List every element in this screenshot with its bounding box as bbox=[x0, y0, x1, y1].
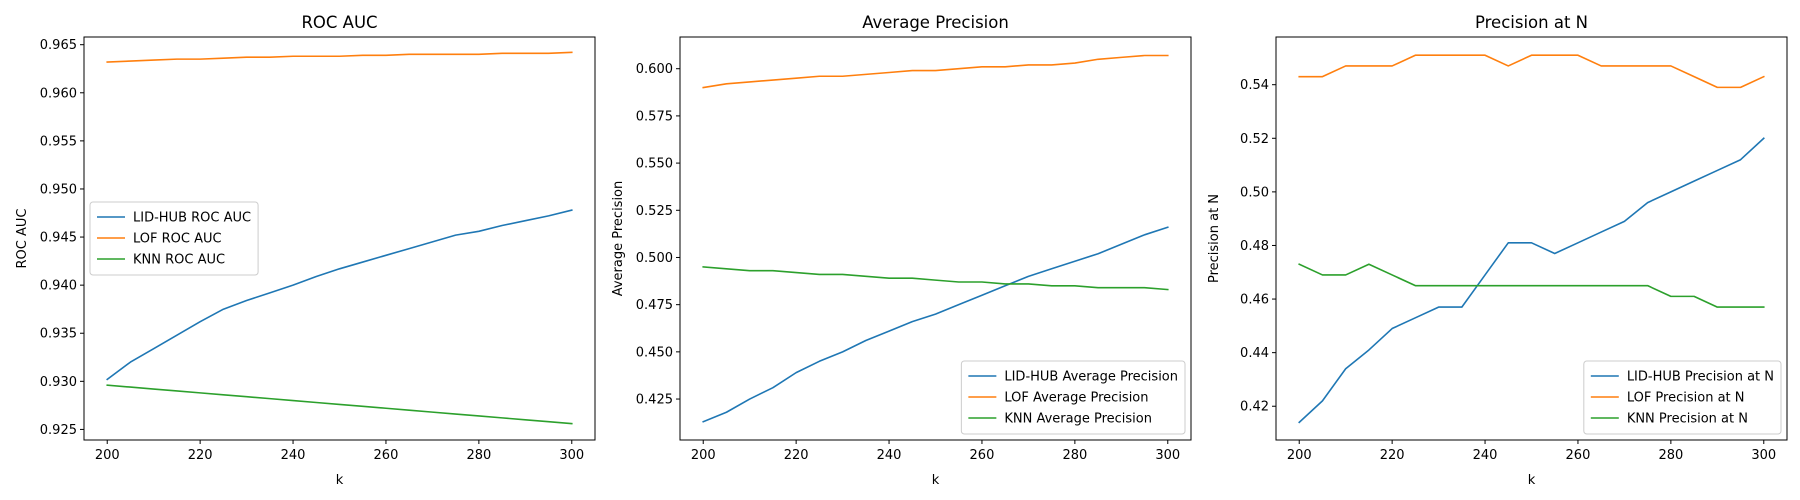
x-tick-label: 200 bbox=[691, 448, 716, 463]
roc-auc-panel: ROC AUC k ROC AUC 200 220 240 260 280 300 0.92… bbox=[15, 13, 596, 488]
legend-label: KNN Average Precision bbox=[1004, 412, 1152, 427]
x-axis-label: k bbox=[932, 473, 940, 488]
x-tick-label: 240 bbox=[1473, 448, 1498, 463]
legend-label: LID-HUB Precision at N bbox=[1627, 370, 1774, 385]
y-tick-label: 0.525 bbox=[636, 204, 673, 219]
series-line-knn-average-precision bbox=[702, 266, 1169, 291]
axes-frame bbox=[83, 36, 596, 441]
y-tick-label: 0.550 bbox=[636, 157, 673, 172]
legend-box bbox=[1583, 360, 1782, 435]
legend-label: KNN Precision at N bbox=[1627, 412, 1748, 427]
x-tick-label: 220 bbox=[784, 448, 809, 463]
y-tick-label: 0.965 bbox=[40, 38, 77, 53]
legend-label: KNN ROC AUC bbox=[133, 253, 225, 268]
legend: LID-HUB Precision at N LOF Precision at N… bbox=[1583, 360, 1782, 435]
legend-label: LOF Precision at N bbox=[1627, 391, 1745, 406]
y-tick-label: 0.54 bbox=[1240, 78, 1269, 93]
plot-area: 200 220 240 260 280 300 0.42 0.44 0.46 0.48 0.50 0.… bbox=[1240, 36, 1788, 463]
series-lines bbox=[1298, 54, 1765, 424]
y-tick-label: 0.575 bbox=[636, 109, 673, 124]
x-tick-label: 300 bbox=[1155, 448, 1180, 463]
y-axis-label: Average Precision bbox=[611, 181, 626, 297]
series-line-knn-roc-auc bbox=[106, 384, 573, 425]
y-tick-label: 0.42 bbox=[1240, 400, 1269, 415]
y-tick-label: 0.600 bbox=[636, 62, 673, 77]
series-line-lid-hub-roc-auc bbox=[106, 209, 573, 381]
y-tick-label: 0.48 bbox=[1240, 239, 1269, 254]
series-lines bbox=[106, 51, 573, 425]
x-tick-label: 220 bbox=[188, 448, 213, 463]
y-tick-label: 0.475 bbox=[636, 298, 673, 313]
legend-label: LOF Average Precision bbox=[1004, 391, 1148, 406]
x-tick-label: 300 bbox=[559, 448, 584, 463]
y-tick-label: 0.940 bbox=[40, 279, 77, 294]
y-axis-label: Precision at N bbox=[1207, 194, 1222, 283]
panel-title: Precision at N bbox=[1475, 13, 1588, 32]
legend-box bbox=[960, 360, 1186, 435]
series-line-knn-precision-at-n bbox=[1298, 263, 1765, 308]
plot-area: 200 220 240 260 280 300 0.425 0.450 0.475 0.500 0.… bbox=[636, 36, 1192, 463]
series-line-lid-hub-average-precision bbox=[702, 226, 1169, 423]
x-tick-label: 300 bbox=[1751, 448, 1776, 463]
x-tick-label: 260 bbox=[1566, 448, 1591, 463]
y-tick-label: 0.50 bbox=[1240, 185, 1269, 200]
y-tick-label: 0.935 bbox=[40, 327, 77, 342]
series-line-lid-hub-precision-at-n bbox=[1298, 137, 1765, 424]
series-line-lof-precision-at-n bbox=[1298, 54, 1765, 89]
precision-at-n-panel: Precision at N k Precision at N 200 220 24… bbox=[1207, 13, 1788, 488]
plot-area: 200 220 240 260 280 300 0.925 0.930 0.935 0.940 0.… bbox=[40, 36, 596, 463]
y-tick-label: 0.950 bbox=[40, 182, 77, 197]
y-tick-label: 0.500 bbox=[636, 251, 673, 266]
x-tick-label: 280 bbox=[466, 448, 491, 463]
y-tick-label: 0.52 bbox=[1240, 132, 1269, 147]
x-axis-label: k bbox=[336, 473, 344, 488]
legend-label: LOF ROC AUC bbox=[133, 232, 222, 247]
axes-frame bbox=[1275, 36, 1788, 441]
average-precision-panel: Average Precision k Average Precision 20… bbox=[611, 13, 1192, 488]
x-axis-label: k bbox=[1528, 473, 1536, 488]
x-tick-label: 200 bbox=[1287, 448, 1312, 463]
series-lines bbox=[702, 54, 1169, 423]
x-tick-label: 240 bbox=[281, 448, 306, 463]
x-tick-label: 260 bbox=[970, 448, 995, 463]
y-tick-label: 0.955 bbox=[40, 134, 77, 149]
legend-box bbox=[89, 201, 259, 276]
series-line-lof-roc-auc bbox=[106, 51, 573, 63]
legend-label: LID-HUB ROC AUC bbox=[133, 211, 251, 226]
y-tick-label: 0.425 bbox=[636, 393, 673, 408]
panel-title: Average Precision bbox=[862, 13, 1009, 32]
y-tick-label: 0.930 bbox=[40, 375, 77, 390]
legend-label: LID-HUB Average Precision bbox=[1004, 370, 1178, 385]
y-axis-label: ROC AUC bbox=[15, 209, 30, 269]
x-tick-label: 280 bbox=[1062, 448, 1087, 463]
x-tick-label: 220 bbox=[1380, 448, 1405, 463]
series-line-lof-average-precision bbox=[702, 54, 1169, 89]
y-tick-label: 0.44 bbox=[1240, 346, 1269, 361]
y-tick-label: 0.945 bbox=[40, 231, 77, 246]
y-tick-label: 0.925 bbox=[40, 423, 77, 438]
y-tick-label: 0.450 bbox=[636, 345, 673, 360]
panel-title: ROC AUC bbox=[301, 13, 377, 32]
y-tick-label: 0.46 bbox=[1240, 293, 1269, 308]
axes-frame bbox=[679, 36, 1192, 441]
x-tick-label: 240 bbox=[877, 448, 902, 463]
legend: LID-HUB ROC AUC LOF ROC AUC KNN ROC AUC bbox=[89, 201, 259, 276]
x-tick-label: 200 bbox=[95, 448, 120, 463]
legend: LID-HUB Average Precision LOF Average Pre… bbox=[960, 360, 1186, 435]
x-tick-label: 260 bbox=[374, 448, 399, 463]
y-tick-label: 0.960 bbox=[40, 86, 77, 101]
x-tick-label: 280 bbox=[1658, 448, 1683, 463]
